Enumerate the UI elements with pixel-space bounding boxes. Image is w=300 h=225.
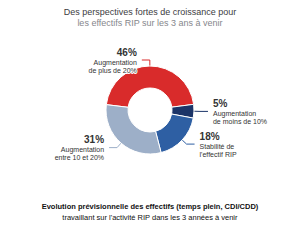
- svg-text:Augmentation: Augmentation: [213, 110, 256, 118]
- svg-text:Augmentation: Augmentation: [61, 146, 104, 154]
- svg-text:de moins de 10%: de moins de 10%: [213, 118, 267, 125]
- svg-text:travaillant sur l'activité RIP: travaillant sur l'activité RIP dans les …: [62, 213, 238, 222]
- svg-text:de plus de 20%: de plus de 20%: [89, 67, 137, 75]
- svg-text:5%: 5%: [213, 98, 228, 109]
- svg-text:46%: 46%: [117, 47, 137, 58]
- svg-text:Des perspectives fortes de cro: Des perspectives fortes de croissance po…: [64, 7, 237, 17]
- svg-text:les effectifs RIP sur les 3 an: les effectifs RIP sur les 3 ans à venir: [77, 18, 222, 28]
- svg-text:31%: 31%: [84, 134, 104, 145]
- svg-text:Augmentation: Augmentation: [94, 59, 137, 67]
- svg-text:Stabilité de: Stabilité de: [200, 143, 235, 150]
- svg-text:Evolution prévisionnelle des e: Evolution prévisionnelle des effectifs (…: [42, 202, 259, 211]
- svg-text:18%: 18%: [200, 131, 220, 142]
- svg-text:entre 10 et 20%: entre 10 et 20%: [55, 154, 104, 161]
- svg-text:l'effectif RIP: l'effectif RIP: [200, 151, 237, 158]
